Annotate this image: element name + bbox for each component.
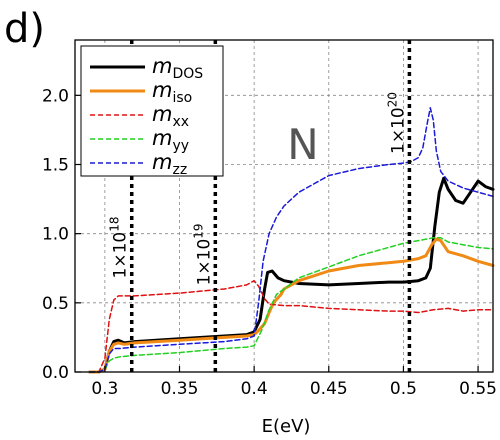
y-tick-label: 1.5 (42, 156, 69, 176)
y-tick-label: 2.0 (42, 86, 69, 106)
density-marker-label: 1×1018 (108, 217, 131, 279)
x-tick-label: 0.3 (91, 379, 118, 399)
series-line-zz (89, 107, 494, 373)
x-axis-label: E(eV) (262, 416, 311, 437)
x-tick-label: 0.35 (161, 379, 199, 399)
x-tick-label: 0.5 (390, 379, 417, 399)
density-markers: 1×1018 1×1019 1×1020 (108, 40, 412, 372)
series-line-yy (89, 237, 494, 373)
y-tick-label: 0.5 (42, 294, 69, 314)
series-lines (88, 107, 495, 374)
plot-frame (74, 39, 494, 373)
y-tick-label: 0.0 (42, 363, 69, 383)
x-tick-label: 0.55 (459, 379, 497, 399)
y-tick-label: 1.0 (42, 225, 69, 245)
x-tick-label: 0.45 (310, 379, 348, 399)
series-line-dos (88, 176, 495, 374)
density-marker-label: 1×1020 (385, 92, 408, 154)
annotation-label: N (287, 120, 318, 169)
panel-label: d) (4, 6, 45, 52)
series-line-iso (88, 237, 495, 374)
series-line-xx (89, 279, 494, 373)
legend-label-yy: myy (152, 126, 189, 154)
axes: 0.3 0.35 0.4 0.45 0.5 0.55 0.0 0.5 1.0 1.5 2.0 (42, 39, 497, 399)
x-tick-label: 0.4 (241, 379, 268, 399)
density-marker-label: 1×1019 (191, 223, 214, 285)
